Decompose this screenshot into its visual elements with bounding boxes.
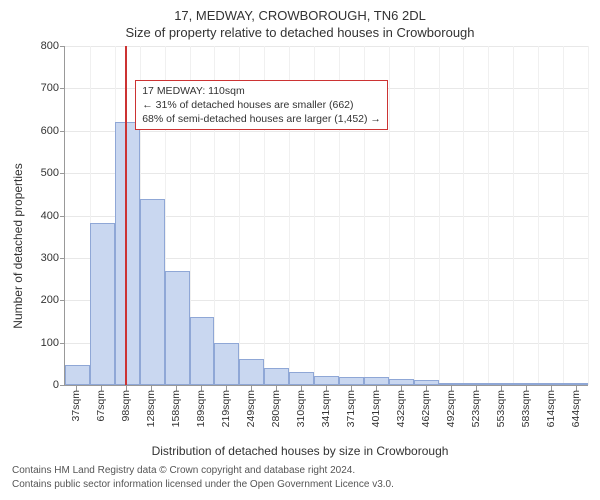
gridline-v bbox=[538, 46, 539, 385]
title-main: 17, MEDWAY, CROWBOROUGH, TN6 2DL bbox=[0, 0, 600, 23]
ytick-mark bbox=[60, 173, 65, 174]
ytick-mark bbox=[60, 300, 65, 301]
histogram-bar bbox=[339, 377, 364, 385]
property-marker-line bbox=[125, 46, 127, 385]
plot-area: 010020030040050060070080017 MEDWAY: 110s… bbox=[64, 46, 588, 386]
xtick-label: 67sqm bbox=[95, 390, 107, 422]
ytick-mark bbox=[60, 216, 65, 217]
ytick-mark bbox=[60, 46, 65, 47]
xtick-label: 371sqm bbox=[345, 390, 357, 427]
histogram-bar bbox=[538, 383, 563, 385]
histogram-bar bbox=[239, 359, 264, 385]
gridline-v bbox=[414, 46, 415, 385]
gridline-v bbox=[588, 46, 589, 385]
xtick-label: 310sqm bbox=[295, 390, 307, 427]
xtick-label: 37sqm bbox=[70, 390, 82, 422]
xtick-label: 614sqm bbox=[545, 390, 557, 427]
gridline-h bbox=[65, 173, 588, 174]
histogram-bar bbox=[115, 122, 140, 385]
xtick-label: 401sqm bbox=[370, 390, 382, 427]
xaxis-label: Distribution of detached houses by size … bbox=[0, 444, 600, 458]
histogram-bar bbox=[364, 377, 389, 385]
xtick-label: 523sqm bbox=[470, 390, 482, 427]
xtick-label: 553sqm bbox=[495, 390, 507, 427]
footer-line-2: Contains public sector information licen… bbox=[12, 478, 588, 492]
gridline-v bbox=[389, 46, 390, 385]
gridline-v bbox=[513, 46, 514, 385]
histogram-bar bbox=[488, 383, 513, 385]
histogram-bar bbox=[264, 368, 289, 385]
histogram-bar bbox=[463, 383, 488, 385]
histogram-bar bbox=[439, 383, 464, 385]
gridline-h bbox=[65, 131, 588, 132]
histogram-bar bbox=[414, 380, 439, 385]
xtick-label: 341sqm bbox=[320, 390, 332, 427]
gridline-v bbox=[439, 46, 440, 385]
xtick-label: 280sqm bbox=[270, 390, 282, 427]
xtick-label: 432sqm bbox=[395, 390, 407, 427]
footer-line-1: Contains HM Land Registry data © Crown c… bbox=[12, 464, 588, 478]
annotation-line: ← 31% of detached houses are smaller (66… bbox=[142, 98, 381, 112]
annotation-box: 17 MEDWAY: 110sqm← 31% of detached house… bbox=[135, 80, 388, 131]
xtick-label: 462sqm bbox=[420, 390, 432, 427]
histogram-bar bbox=[314, 376, 339, 385]
gridline-v bbox=[488, 46, 489, 385]
xaxis: 37sqm 67sqm 98sqm 128sqm 158sqm 189sqm 219sqm 2… bbox=[64, 386, 588, 442]
annotation-line: 68% of semi-detached houses are larger (… bbox=[142, 112, 381, 126]
xtick-label: 492sqm bbox=[445, 390, 457, 427]
histogram-bar bbox=[563, 383, 588, 385]
gridline-h bbox=[65, 46, 588, 47]
histogram-bar bbox=[90, 223, 115, 385]
gridline-v bbox=[563, 46, 564, 385]
annotation-line: 17 MEDWAY: 110sqm bbox=[142, 84, 381, 98]
ytick-mark bbox=[60, 343, 65, 344]
title-sub: Size of property relative to detached ho… bbox=[0, 23, 600, 46]
histogram-bar bbox=[165, 271, 190, 385]
xtick-label: 98sqm bbox=[120, 390, 132, 422]
xtick-label: 583sqm bbox=[520, 390, 532, 427]
yaxis-label: Number of detached properties bbox=[11, 163, 25, 328]
histogram-bar bbox=[289, 372, 314, 385]
xtick-label: 249sqm bbox=[245, 390, 257, 427]
xtick-label: 128sqm bbox=[145, 390, 157, 427]
chart-area: 010020030040050060070080017 MEDWAY: 110s… bbox=[64, 46, 588, 386]
footer-attribution: Contains HM Land Registry data © Crown c… bbox=[0, 458, 600, 492]
histogram-bar bbox=[513, 383, 538, 385]
ytick-mark bbox=[60, 131, 65, 132]
histogram-bar bbox=[214, 343, 239, 385]
ytick-mark bbox=[60, 258, 65, 259]
xtick-label: 189sqm bbox=[195, 390, 207, 427]
xtick-label: 644sqm bbox=[570, 390, 582, 427]
histogram-bar bbox=[65, 365, 90, 385]
histogram-bar bbox=[190, 317, 215, 385]
histogram-bar bbox=[389, 379, 414, 385]
ytick-mark bbox=[60, 88, 65, 89]
xtick-label: 158sqm bbox=[170, 390, 182, 427]
histogram-bar bbox=[140, 199, 165, 385]
xtick-label: 219sqm bbox=[220, 390, 232, 427]
gridline-v bbox=[463, 46, 464, 385]
